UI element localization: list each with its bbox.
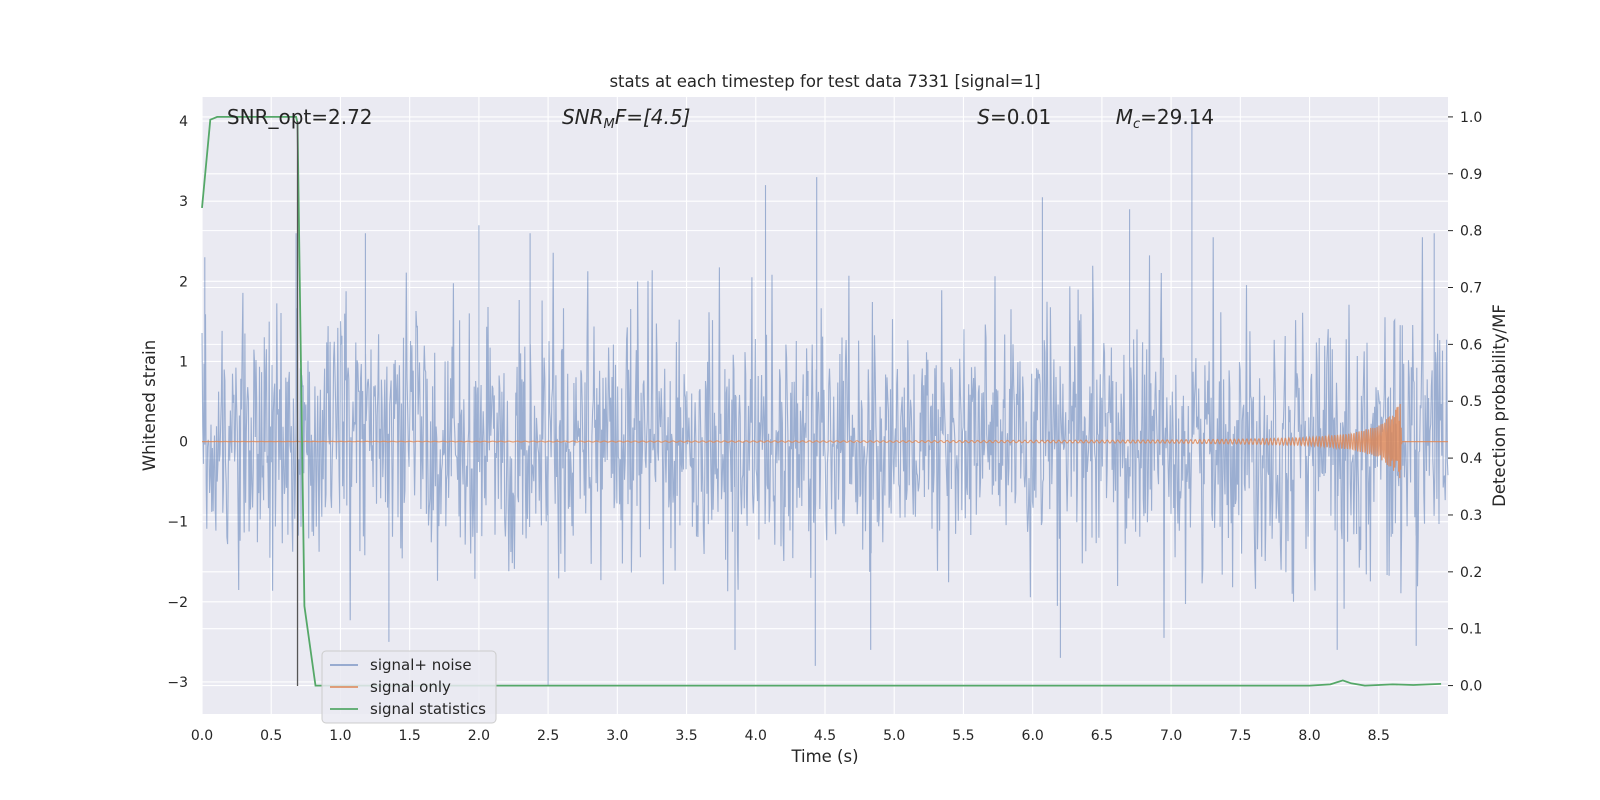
- y-tick-label: 3: [179, 194, 188, 210]
- x-tick-label: 8.5: [1368, 728, 1390, 744]
- y2-axis-label: Detection probability/MF: [1490, 304, 1509, 507]
- annotation-mc-main: M: [1116, 105, 1133, 129]
- y2-tick-label: 1.0: [1460, 110, 1482, 126]
- legend: signal+ noise signal only signal statist…: [321, 650, 497, 724]
- y2-tick-label: 0.1: [1460, 622, 1482, 638]
- y-tick-label: 2: [179, 274, 188, 290]
- y2-tick-label: 0.5: [1460, 394, 1482, 410]
- y2-tick-label: 0.6: [1460, 337, 1482, 353]
- x-tick-label: 6.0: [1022, 728, 1044, 744]
- y2-tick-label: 0.8: [1460, 224, 1482, 240]
- annotation-s-main: S: [977, 105, 990, 129]
- series-signal-only: [202, 403, 1448, 479]
- x-tick-label: 6.5: [1091, 728, 1113, 744]
- annotations: SNR_opt=2.72 SNRMF=[4.5] S=0.01 Mc=29.14: [227, 105, 1214, 132]
- x-tick-label: 5.0: [883, 728, 905, 744]
- signal-noise-line: [201, 121, 1449, 686]
- y-tick-label: 4: [179, 114, 188, 130]
- y-tick-label: −1: [167, 515, 188, 531]
- x-tick-label: 1.0: [329, 728, 351, 744]
- annotation-mc: Mc=29.14: [1116, 105, 1214, 132]
- annotation-mc-sub: c: [1133, 117, 1140, 132]
- y2-tick-label: 0.2: [1460, 565, 1482, 581]
- x-axis-label: Time (s): [790, 747, 858, 766]
- y-axis-ticks: −3 −2 −1 0 1 2 3 4: [167, 114, 188, 691]
- annotation-snr-opt: SNR_opt=2.72: [227, 105, 373, 129]
- chart-title: stats at each timestep for test data 733…: [609, 72, 1040, 91]
- x-tick-label: 0.5: [260, 728, 282, 744]
- y2-tick-label: 0.0: [1460, 679, 1482, 695]
- y-tick-label: −3: [167, 675, 188, 691]
- x-tick-label: 4.0: [745, 728, 767, 744]
- annotation-s-value: =0.01: [990, 105, 1051, 129]
- annotation-snr-mf-f: F=[4.5]: [615, 105, 691, 129]
- x-tick-label: 7.5: [1229, 728, 1251, 744]
- y-tick-label: −2: [167, 595, 188, 611]
- x-tick-label: 0.0: [191, 728, 213, 744]
- x-axis-ticks: 0.0 0.5 1.0 1.5 2.0 2.5 3.0 3.5 4.0 4.5 5.0 5.5 6.0 6…: [191, 728, 1390, 744]
- legend-box: [321, 650, 497, 724]
- annotation-snr-mf-main: SNR: [562, 105, 604, 129]
- y-tick-label: 1: [179, 354, 188, 370]
- x-tick-label: 2.0: [468, 728, 490, 744]
- y-axis-label: Whitened strain: [140, 340, 159, 471]
- legend-label-signal-noise: signal+ noise: [370, 656, 472, 674]
- legend-label-signal-statistics: signal statistics: [370, 700, 486, 718]
- y2-tick-label: 0.9: [1460, 167, 1482, 183]
- annotation-snr-mf: SNRMF=[4.5]: [562, 105, 690, 132]
- annotation-s: S=0.01: [977, 105, 1051, 129]
- x-tick-label: 3.0: [606, 728, 628, 744]
- y-tick-label: 0: [179, 435, 188, 451]
- x-tick-label: 4.5: [814, 728, 836, 744]
- y2-tick-label: 0.7: [1460, 281, 1482, 297]
- x-tick-label: 1.5: [399, 728, 421, 744]
- x-tick-label: 5.5: [952, 728, 974, 744]
- y2-tick-label: 0.4: [1460, 451, 1482, 467]
- annotation-mc-value: =29.14: [1140, 105, 1214, 129]
- y2-axis-ticks: 0.0 0.1 0.2 0.3 0.4 0.5 0.6 0.7 0.8 0.9 1.0: [1448, 110, 1482, 695]
- signal-only-line: [202, 403, 1448, 479]
- series-signal-noise: [201, 121, 1449, 686]
- x-tick-label: 8.0: [1298, 728, 1320, 744]
- legend-label-signal-only: signal only: [370, 678, 451, 696]
- annotation-snr-mf-sub: M: [604, 117, 615, 132]
- x-tick-label: 3.5: [675, 728, 697, 744]
- x-tick-label: 2.5: [537, 728, 559, 744]
- x-tick-label: 7.0: [1160, 728, 1182, 744]
- y2-tick-label: 0.3: [1460, 508, 1482, 524]
